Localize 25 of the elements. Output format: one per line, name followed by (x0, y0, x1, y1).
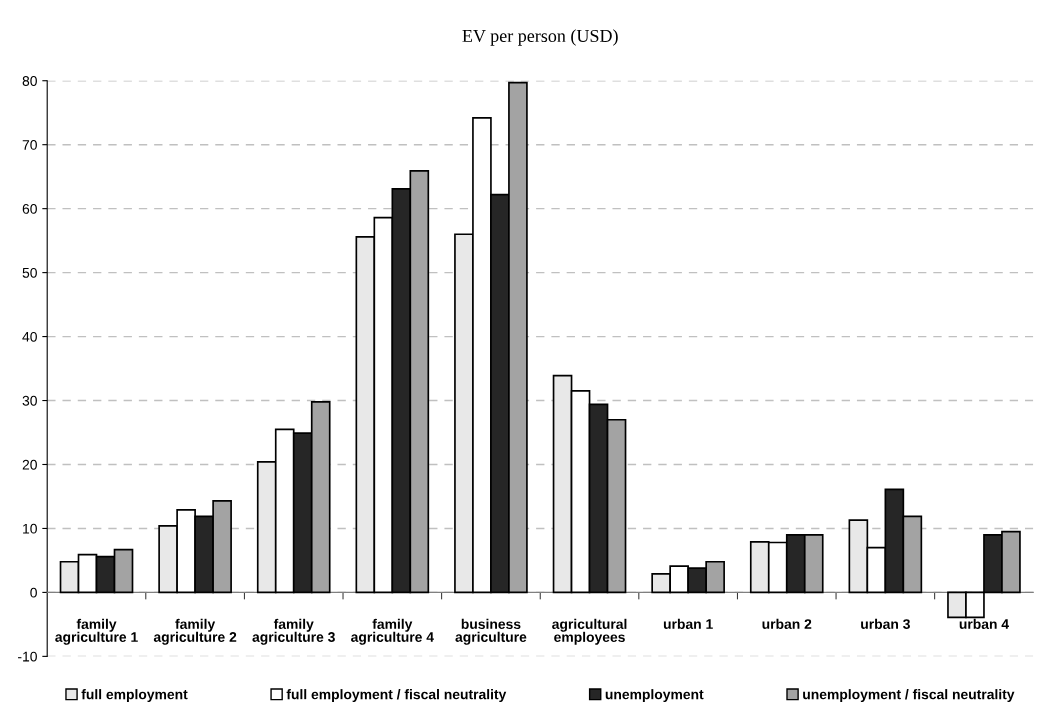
x-tick-label: agricultural employees (552, 618, 627, 645)
chart-title: EV per person (USD) (462, 29, 618, 46)
x-tick-label: family agriculture 4 (351, 618, 434, 645)
y-tick-label: 40 (22, 331, 37, 342)
x-tick-label: urban 2 (762, 618, 812, 629)
y-tick-label: 20 (22, 459, 37, 470)
x-tick-label: urban 1 (663, 618, 713, 629)
x-tick-label: urban 3 (861, 618, 910, 630)
y-tick-label: -10 (18, 651, 37, 662)
y-tick-label: 60 (22, 203, 37, 214)
x-tick-label: family agriculture 2 (153, 618, 237, 645)
y-tick-label: 0 (30, 587, 37, 598)
x-tick-label: business agriculture (455, 618, 527, 645)
x-tick-label: urban 4 (959, 618, 1009, 629)
legend-label: unemployment / fiscal neutrality (803, 689, 1015, 702)
x-tick-label: family agriculture 1 (55, 618, 138, 645)
y-tick-label: 30 (22, 395, 37, 406)
x-tick-label: family agriculture 3 (252, 618, 335, 645)
legend-label: full employment / fiscal neutrality (286, 689, 507, 702)
legend-label: full employment (81, 689, 188, 702)
y-tick-label: 80 (22, 76, 37, 86)
y-tick-label: 10 (23, 523, 37, 534)
y-tick-label: 70 (22, 140, 37, 150)
y-tick-label: 50 (22, 267, 37, 278)
legend-label: unemployment (605, 689, 704, 702)
